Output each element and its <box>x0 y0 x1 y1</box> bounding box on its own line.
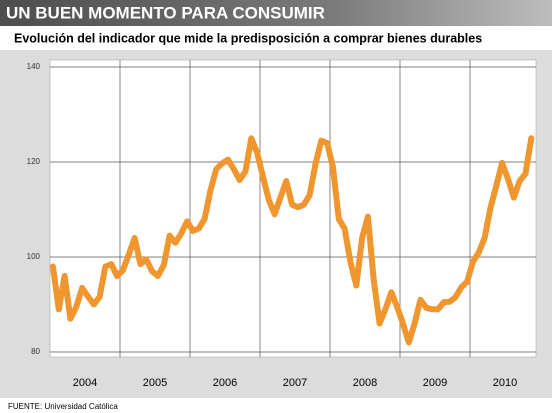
data-line <box>49 135 535 346</box>
title-bar <box>0 0 552 26</box>
x-tick-label: 2004 <box>73 377 97 389</box>
y-tick-label: 140 <box>27 62 41 71</box>
x-tick-label: 2009 <box>423 377 447 389</box>
chart-title: UN BUEN MOMENTO PARA CONSUMIR <box>6 3 325 22</box>
x-tick-label: 2008 <box>353 377 377 389</box>
x-tick-label: 2006 <box>213 377 237 389</box>
plot-area <box>49 59 537 358</box>
x-tick-label: 2005 <box>143 377 167 389</box>
source: FUENTE: Universidad Católica <box>8 402 118 411</box>
chart-subtitle: Evolución del indicador que mide la pred… <box>14 31 482 45</box>
x-tick-label: 2010 <box>493 377 517 389</box>
y-tick-label: 100 <box>27 252 41 261</box>
y-tick-label: 80 <box>31 347 40 356</box>
x-tick-label: 2007 <box>283 377 307 389</box>
y-tick-label: 120 <box>27 157 41 166</box>
